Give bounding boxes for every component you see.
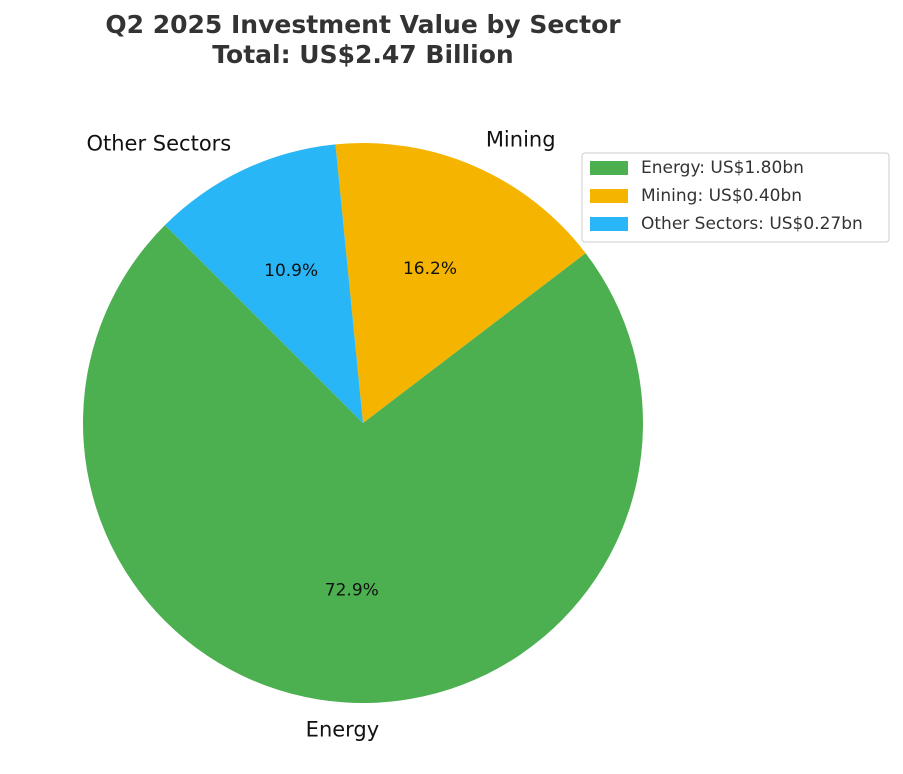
slice-labels: Energy Mining Other Sectors bbox=[86, 128, 555, 742]
pie-slice-other-sectors bbox=[165, 144, 363, 424]
legend-box bbox=[581, 152, 890, 243]
legend-label-other-sectors: Other Sectors: US$0.27bn bbox=[641, 214, 863, 234]
legend-swatch-other-sectors bbox=[590, 217, 628, 231]
legend-swatch-mining bbox=[590, 189, 628, 203]
legend-label-energy: Energy: US$1.80bn bbox=[641, 158, 804, 178]
chart-subtitle: Total: US$2.47 Billion bbox=[212, 40, 513, 69]
slice-percent-other-sectors: 10.9% bbox=[264, 261, 318, 281]
slice-percent-mining: 16.2% bbox=[403, 259, 457, 279]
legend-swatch-energy bbox=[590, 161, 628, 175]
chart-title: Q2 2025 Investment Value by Sector bbox=[105, 10, 621, 39]
pie-slice-mining bbox=[335, 143, 586, 423]
legend: Energy: US$1.80bn Mining: US$0.40bn Other … bbox=[581, 152, 890, 243]
slice-label-mining: Mining bbox=[486, 128, 556, 152]
legend-label-mining: Mining: US$0.40bn bbox=[641, 186, 802, 206]
slice-percent-labels: 72.9% 16.2% 10.9% bbox=[264, 259, 457, 601]
pie-slice-energy bbox=[83, 225, 644, 703]
slice-label-energy: Energy bbox=[306, 717, 380, 741]
slice-label-other-sectors: Other Sectors bbox=[86, 132, 231, 156]
slice-percent-energy: 72.9% bbox=[325, 581, 379, 601]
pie-slices bbox=[83, 143, 644, 703]
